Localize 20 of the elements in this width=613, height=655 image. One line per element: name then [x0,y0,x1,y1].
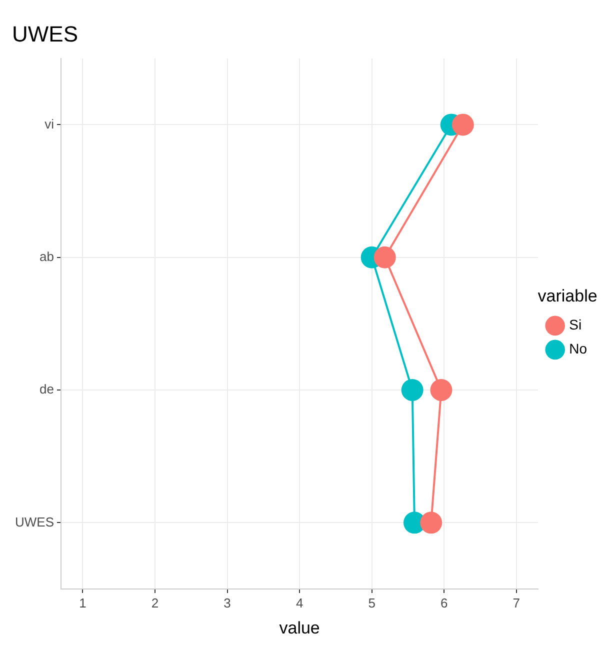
legend-label: No [569,340,588,357]
x-tick-label: 6 [440,595,448,610]
point [452,114,474,136]
x-tick-label: 5 [368,595,376,610]
x-tick-label: 4 [296,595,304,610]
y-tick-label: vi [44,116,54,132]
point [420,512,442,534]
x-axis-title: value [279,618,320,638]
x-tick-label: 2 [151,595,159,610]
x-tick-label: 1 [79,595,86,610]
point [430,379,452,402]
x-tick-label: 3 [224,595,231,610]
legend-title: variable [538,286,598,306]
y-tick-label: UWES [15,514,54,530]
legend-label: Si [569,316,582,333]
y-tick-label: de [40,382,54,397]
point [401,379,424,402]
x-tick-label: 7 [512,595,520,610]
point [374,246,396,268]
y-tick-label: ab [40,248,54,264]
